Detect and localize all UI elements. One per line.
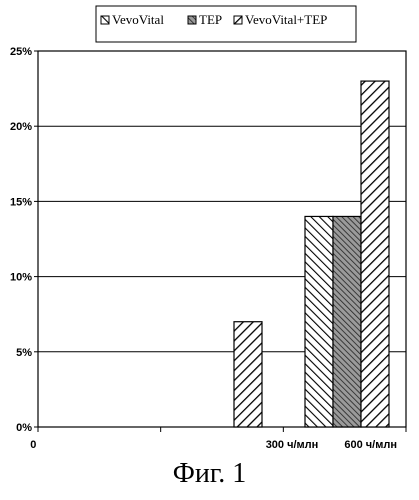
y-tick-label: 15% — [10, 196, 32, 208]
y-tick-label: 20% — [10, 121, 32, 133]
y-axis: 0% 5% 10% 15% 20% 25% — [10, 46, 38, 434]
x-axis: 0 300 ч/млн 600 ч/млн — [30, 427, 406, 451]
figure-caption: Фиг. 1 — [0, 458, 419, 490]
bar-vevovitalplustep-1 — [234, 322, 262, 427]
legend-swatch-tep — [188, 16, 196, 24]
legend: VevoVital TEP VevoVital+TEP — [96, 6, 356, 42]
x-tick-label: 0 — [30, 439, 36, 451]
bar-tep-2 — [333, 216, 361, 427]
legend-swatch-vevovitalplustep — [234, 16, 242, 24]
bar-vevovitalplustep-2 — [361, 81, 389, 427]
legend-label-tep: TEP — [199, 12, 222, 27]
y-tick-label: 5% — [16, 347, 32, 359]
bar-vevovital-2 — [305, 216, 333, 427]
legend-label-vevovital: VevoVital — [112, 12, 164, 27]
y-tick-label: 0% — [16, 422, 32, 434]
x-tick-label: 300 ч/млн — [266, 439, 319, 451]
x-tick-label: 600 ч/млн — [344, 439, 397, 451]
y-tick-label: 25% — [10, 46, 32, 58]
legend-swatch-vevovital — [101, 16, 109, 24]
legend-label-vevovitalplustep: VevoVital+TEP — [245, 12, 327, 27]
y-tick-label: 10% — [10, 272, 32, 284]
